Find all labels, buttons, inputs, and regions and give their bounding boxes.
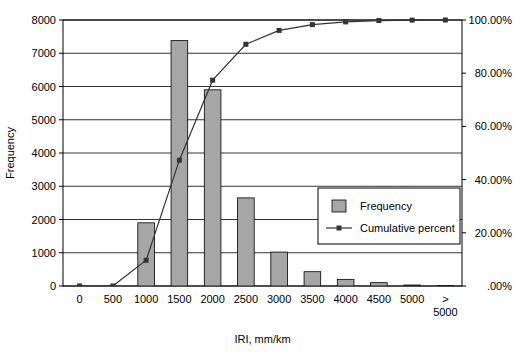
x-tick-label-part: 2000: [200, 293, 224, 305]
bar: [337, 279, 354, 286]
bar: [404, 285, 421, 286]
y2-tick: [462, 286, 466, 287]
y-tick-label: 4000: [32, 147, 56, 159]
line-marker: [277, 28, 282, 33]
x-tick-label: 2500: [234, 293, 258, 305]
x-tick-label-part: 500: [104, 293, 122, 305]
y-tick: [59, 119, 63, 120]
y-tick: [59, 153, 63, 154]
x-tick-label-part: 4000: [333, 293, 357, 305]
y2-tick-label: 20.00%: [475, 227, 513, 239]
legend-label: Cumulative percent: [360, 222, 455, 234]
y2-tick: [462, 126, 466, 127]
y2-tick-label: 100.00%: [469, 14, 513, 26]
x-tick-label: 2000: [200, 293, 224, 305]
line-marker: [210, 78, 215, 83]
line-marker: [77, 284, 82, 287]
y-tick: [59, 86, 63, 87]
bar: [371, 283, 388, 286]
y-tick-label: 2000: [32, 214, 56, 226]
plot-frame: [63, 20, 462, 286]
x-tick-label-part: 5000: [400, 293, 424, 305]
y2-tick-label: .00%: [487, 280, 512, 292]
x-tick-label: 4000: [333, 293, 357, 305]
y-tick-label: 8000: [32, 14, 56, 26]
y2-tick: [462, 73, 466, 74]
bar: [304, 272, 321, 286]
line-marker: [310, 22, 315, 27]
x-tick-label: 3500: [300, 293, 324, 305]
x-tick-label: 500: [104, 293, 122, 305]
x-tick-label: 3000: [267, 293, 291, 305]
y-axis-label: Frequency: [4, 127, 16, 179]
x-tick-label: >5000: [433, 293, 457, 318]
line-marker: [376, 18, 381, 23]
x-tick-label-part: 1000: [134, 293, 158, 305]
x-tick-label-part: 5000: [433, 306, 457, 318]
x-tick-label-part: >: [442, 293, 448, 305]
y-tick: [59, 219, 63, 220]
legend-marker: [337, 226, 342, 231]
line-marker: [144, 258, 149, 263]
grid-line: [63, 186, 462, 187]
grid-line: [63, 86, 462, 87]
legend: Frequency Cumulative percent: [318, 188, 460, 244]
line-marker: [243, 42, 248, 47]
y-tick: [59, 20, 63, 21]
y2-tick: [462, 232, 466, 233]
bar: [171, 41, 188, 286]
y-tick-label: 0: [50, 280, 56, 292]
y-tick: [59, 186, 63, 187]
y2-tick-label: 80.00%: [475, 67, 513, 79]
y-tick-label: 5000: [32, 114, 56, 126]
grid-line: [63, 153, 462, 154]
x-tick-label: 4500: [367, 293, 391, 305]
y2-tick-label: 60.00%: [475, 120, 513, 132]
legend-label: Frequency: [360, 200, 412, 212]
x-tick-label-part: 1500: [167, 293, 191, 305]
plot-area: [77, 18, 454, 287]
legend-swatch: [332, 200, 346, 212]
x-tick-label-part: 3000: [267, 293, 291, 305]
line-marker: [343, 19, 348, 24]
legend-box: [318, 188, 460, 244]
bar: [271, 252, 288, 286]
grid-line: [63, 119, 462, 120]
y2-tick: [462, 179, 466, 180]
x-tick-label-part: 2500: [234, 293, 258, 305]
bar: [204, 90, 221, 286]
y-tick: [59, 252, 63, 253]
x-tick-label: 5000: [400, 293, 424, 305]
y-tick-label: 7000: [32, 47, 56, 59]
bar: [437, 285, 454, 286]
y-tick: [59, 53, 63, 54]
x-tick-label-part: 0: [77, 293, 83, 305]
chart: 010002000300040005000600070008000.00%20.…: [0, 0, 515, 353]
cumulative-line: [80, 20, 446, 286]
x-tick-label-part: 4500: [367, 293, 391, 305]
line-marker: [177, 158, 182, 163]
line-marker: [443, 18, 448, 23]
y2-tick-label: 40.00%: [475, 174, 513, 186]
y2-tick: [462, 20, 466, 21]
grid-line: [63, 53, 462, 54]
x-axis-label: IRI, mm/km: [234, 333, 290, 345]
grid-line: [63, 252, 462, 253]
x-tick-label: 1000: [134, 293, 158, 305]
bar: [238, 198, 255, 286]
bar: [138, 223, 155, 286]
y-tick-label: 6000: [32, 81, 56, 93]
line-marker: [410, 18, 415, 23]
x-tick-label: 0: [77, 293, 83, 305]
y-tick-label: 1000: [32, 247, 56, 259]
x-tick-label-part: 3500: [300, 293, 324, 305]
line-marker: [110, 284, 115, 287]
y-tick-label: 3000: [32, 180, 56, 192]
x-tick-label: 1500: [167, 293, 191, 305]
y-tick: [59, 286, 63, 287]
